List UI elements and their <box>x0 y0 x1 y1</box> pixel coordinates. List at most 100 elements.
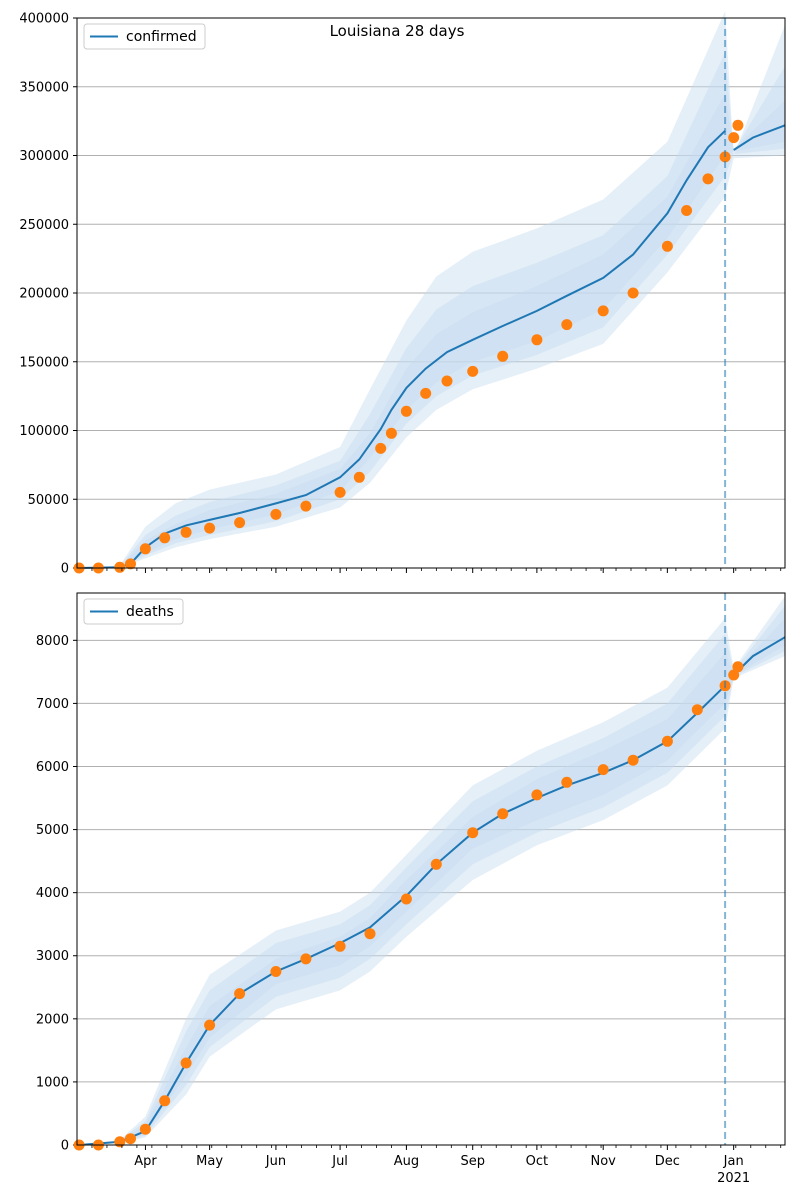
observed-point <box>139 1123 151 1135</box>
observed-point <box>125 1133 136 1145</box>
uncertainty-band <box>119 618 786 1143</box>
observed-point <box>467 365 479 377</box>
observed-point <box>159 1095 171 1107</box>
y-tick-label: 200000 <box>19 287 69 302</box>
observed-point <box>561 319 573 331</box>
forecast-line <box>733 124 786 151</box>
y-tick-label: 400000 <box>19 12 69 27</box>
y-tick-label: 150000 <box>19 355 69 370</box>
y-tick-label: 3000 <box>36 949 69 964</box>
y-tick-label: 300000 <box>19 149 69 164</box>
observed-point <box>234 988 246 1000</box>
uncertainty-band <box>119 93 786 568</box>
observed-point <box>728 669 740 681</box>
observed-point <box>597 764 609 776</box>
observed-point <box>531 789 543 801</box>
observed-point <box>467 827 479 839</box>
observed-point <box>204 1019 216 1031</box>
observed-point <box>400 893 412 905</box>
observed-point <box>234 517 246 529</box>
axes-frame <box>76 592 786 1146</box>
confirmed-panel: 0 50000 100000 150000 200000 250000 300000 3500… <box>19 11 786 577</box>
x-tick-label: Jul <box>331 1154 348 1169</box>
observed-point <box>441 375 453 387</box>
axes-frame <box>76 17 786 569</box>
x-tick-label: Jan <box>723 1154 744 1169</box>
uncertainty-band <box>119 605 786 1144</box>
observed-point <box>375 442 387 454</box>
observed-point <box>180 1057 192 1069</box>
observed-point <box>400 405 412 417</box>
x-tick-label: Apr <box>134 1154 157 1169</box>
observed-point <box>270 508 282 520</box>
legend: confirmed <box>83 23 206 50</box>
observed-point <box>497 350 509 362</box>
y-tick-label: 1000 <box>36 1075 69 1090</box>
y-tick-label: 100000 <box>19 424 69 439</box>
legend-label: deaths <box>126 604 174 620</box>
y-tick-label: 0 <box>61 1139 69 1154</box>
observed-point <box>702 173 714 185</box>
x-tick-label: Aug <box>394 1154 419 1169</box>
observed-point <box>627 754 639 766</box>
y-tick-label: 2000 <box>36 1012 69 1027</box>
x-tick-label: Dec <box>655 1154 680 1169</box>
y-tick-label: 350000 <box>19 80 69 95</box>
observed-point <box>139 543 151 555</box>
uncertainty-band <box>119 11 786 569</box>
observed-point <box>180 526 192 538</box>
observed-point <box>334 940 346 952</box>
observed-point <box>728 132 740 144</box>
observed-point <box>420 387 432 399</box>
observed-point <box>531 334 543 346</box>
observed-point <box>159 532 171 544</box>
observed-point <box>353 471 365 483</box>
observed-point <box>732 661 744 673</box>
legend-box <box>83 23 206 50</box>
observed-point <box>270 966 282 977</box>
observed-point <box>627 287 639 299</box>
observed-point <box>114 1136 126 1148</box>
observed-point <box>300 953 312 965</box>
x-tick-label: Nov <box>590 1154 616 1169</box>
chart-title: Louisiana 28 days <box>330 22 465 40</box>
y-tick-label: 6000 <box>36 760 69 775</box>
y-tick-label: 8000 <box>36 634 69 649</box>
observed-point <box>661 240 673 252</box>
observed-point <box>691 704 703 716</box>
x-tick-label: Jun <box>265 1154 286 1169</box>
observed-point <box>300 500 312 512</box>
x-tick-label: Oct <box>526 1154 548 1169</box>
x-tick-label: May <box>196 1154 223 1169</box>
y-tick-label: 0 <box>61 562 69 577</box>
model-line <box>79 130 726 569</box>
observed-point <box>430 858 442 870</box>
y-tick-label: 7000 <box>36 697 69 712</box>
observed-point <box>597 305 609 317</box>
legend-label: confirmed <box>126 29 197 45</box>
observed-point <box>561 776 573 788</box>
observed-point <box>732 119 744 131</box>
observed-point <box>661 735 673 747</box>
uncertainty-band <box>119 596 786 1144</box>
uncertainty-band <box>119 52 786 568</box>
deaths-panel: 0 1000 2000 3000 4000 5000 6000 7000 8000 Apr May J… <box>36 592 786 1186</box>
observed-point <box>334 486 346 498</box>
model-line <box>79 684 726 1146</box>
legend-box <box>83 598 184 625</box>
observed-point <box>364 928 376 940</box>
observed-point <box>125 558 136 570</box>
y-tick-label: 5000 <box>36 823 69 838</box>
observed-point <box>497 808 509 820</box>
y-tick-label: 50000 <box>28 493 69 508</box>
y-tick-label: 250000 <box>19 218 69 233</box>
observed-point <box>681 205 693 216</box>
observed-point <box>385 427 397 439</box>
x-tick-label: Sep <box>460 1154 485 1169</box>
observed-point <box>114 561 126 573</box>
x-tick-sublabel: 2021 <box>717 1171 750 1186</box>
y-tick-label: 4000 <box>36 886 69 901</box>
observed-point <box>204 522 216 534</box>
legend: deaths <box>83 598 184 625</box>
